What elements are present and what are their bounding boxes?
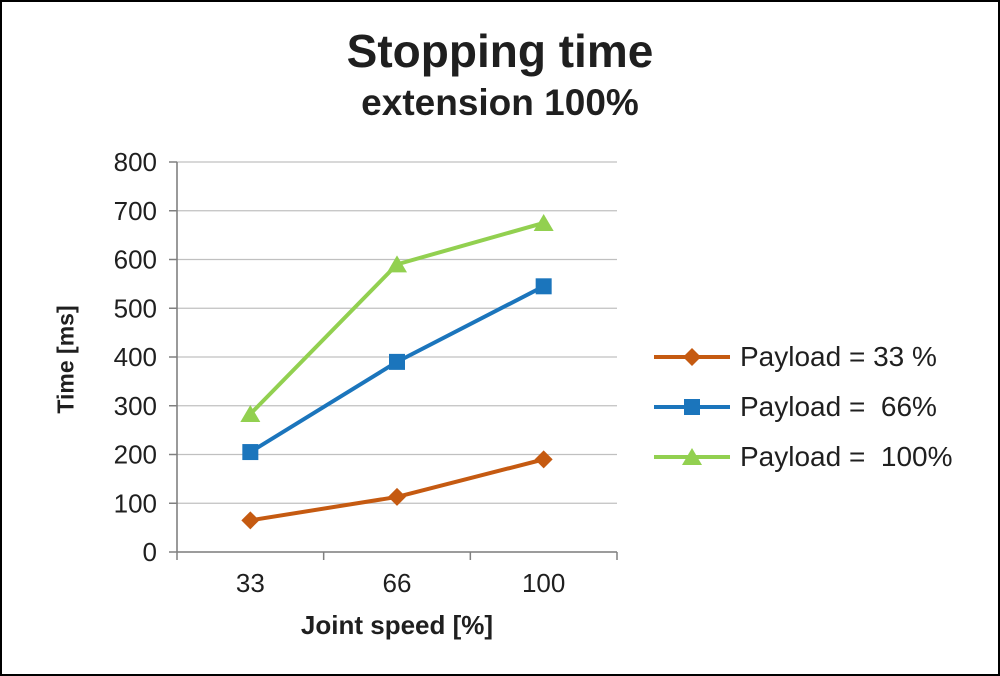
x-axis-title: Joint speed [%] xyxy=(300,610,494,640)
triangle-marker xyxy=(387,255,407,273)
legend-item: Payload = 66% xyxy=(654,382,953,432)
legend: Payload = 33 % Payload = 66% Payload = 100… xyxy=(654,332,953,482)
square-marker xyxy=(684,399,700,415)
square-marker xyxy=(389,353,405,370)
legend-item: Payload = 33 % xyxy=(654,332,953,382)
triangle-marker xyxy=(240,405,261,423)
plot-area: 0 100 200 300 400 500 600 700 800 33 66 100 xyxy=(114,150,618,598)
x-tick-label: 100 xyxy=(522,568,565,598)
legend-item-label: Payload = 66% xyxy=(740,391,937,422)
legend-item-label: Payload = 33 % xyxy=(740,341,937,372)
triangle-marker xyxy=(533,213,554,231)
diamond-marker xyxy=(683,348,701,366)
square-marker xyxy=(242,444,259,461)
legend-key xyxy=(654,348,730,366)
y-tick-label: 100 xyxy=(114,488,157,518)
legend-item-label: Payload = 100% xyxy=(740,441,953,472)
y-tick-label: 400 xyxy=(114,342,157,372)
chart-subtitle: extension 100% xyxy=(361,82,639,123)
y-tick-label: 300 xyxy=(114,391,157,421)
legend-item: Payload = 100% xyxy=(654,432,953,482)
y-tick-label: 600 xyxy=(114,245,157,275)
diamond-marker xyxy=(241,511,260,530)
triangle-marker xyxy=(682,448,702,465)
legend-key xyxy=(654,448,730,465)
legend-key xyxy=(654,399,730,415)
x-tick-label: 66 xyxy=(383,568,412,598)
y-tick-label: 0 xyxy=(143,537,157,567)
y-tick-label: 700 xyxy=(114,196,157,226)
y-tick-label: 800 xyxy=(114,150,157,177)
series-line xyxy=(248,221,545,416)
chart-title: Stopping time xyxy=(346,25,654,77)
y-axis-title: Time [ms] xyxy=(52,305,79,414)
square-marker xyxy=(535,278,552,295)
y-tick-label: 200 xyxy=(114,440,157,470)
x-tick-label: 33 xyxy=(236,568,265,598)
diamond-marker xyxy=(534,450,553,469)
y-tick-label: 500 xyxy=(114,293,157,323)
diamond-marker xyxy=(388,487,406,506)
